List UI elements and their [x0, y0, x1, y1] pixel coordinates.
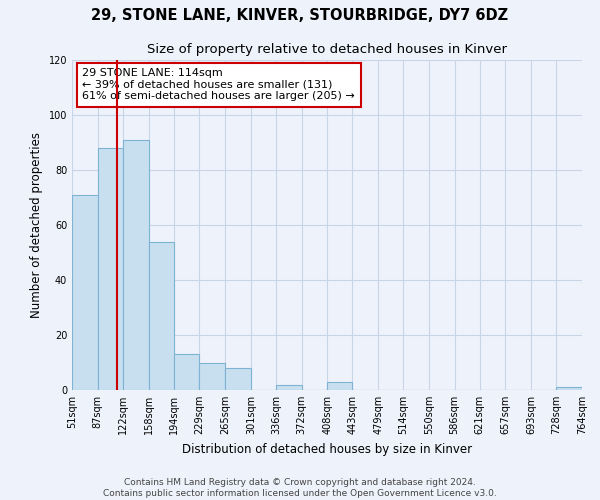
Bar: [556, 387, 582, 390]
Text: 29, STONE LANE, KINVER, STOURBRIDGE, DY7 6DZ: 29, STONE LANE, KINVER, STOURBRIDGE, DY7…: [91, 8, 509, 22]
Y-axis label: Number of detached properties: Number of detached properties: [30, 132, 43, 318]
Title: Size of property relative to detached houses in Kinver: Size of property relative to detached ho…: [147, 43, 507, 56]
Text: 29 STONE LANE: 114sqm
← 39% of detached houses are smaller (131)
61% of semi-det: 29 STONE LANE: 114sqm ← 39% of detached …: [82, 68, 355, 102]
Text: Contains HM Land Registry data © Crown copyright and database right 2024.
Contai: Contains HM Land Registry data © Crown c…: [103, 478, 497, 498]
Bar: [98, 148, 123, 390]
Bar: [123, 140, 149, 390]
X-axis label: Distribution of detached houses by size in Kinver: Distribution of detached houses by size …: [182, 442, 472, 456]
Bar: [72, 194, 98, 390]
Bar: [199, 362, 225, 390]
Bar: [276, 384, 302, 390]
Bar: [149, 242, 174, 390]
Bar: [328, 382, 352, 390]
Bar: [174, 354, 199, 390]
Bar: [225, 368, 251, 390]
